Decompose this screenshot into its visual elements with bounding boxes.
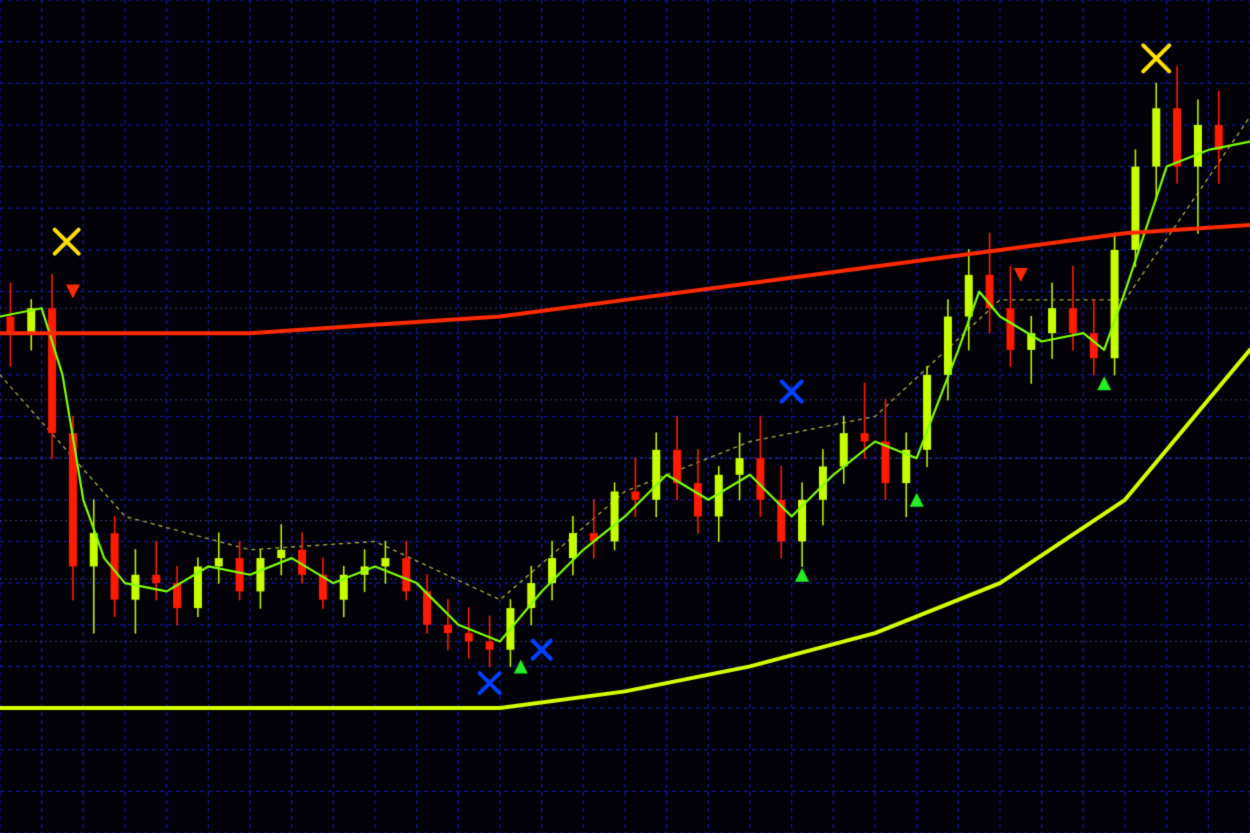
candlestick-chart: [0, 0, 1250, 833]
